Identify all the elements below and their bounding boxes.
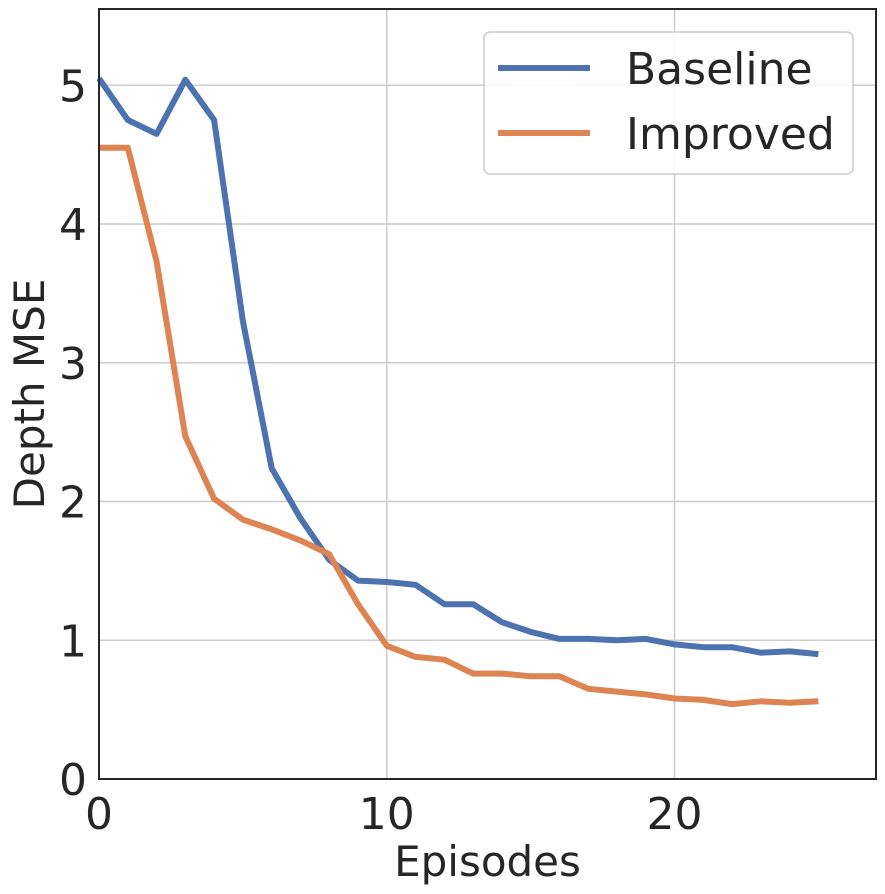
y-tick-label: 5 — [59, 61, 87, 112]
legend: Baseline Improved — [483, 31, 854, 175]
x-tick-label: 0 — [85, 789, 113, 840]
series-lines — [96, 76, 819, 708]
x-tick-label: 10 — [359, 789, 415, 840]
x-tick-label: 20 — [647, 789, 703, 840]
y-tick-label: 1 — [59, 616, 87, 667]
plot-frame — [98, 8, 877, 780]
legend-label: Baseline — [626, 44, 813, 95]
series-line-baseline — [96, 76, 819, 658]
y-tick-label: 3 — [59, 339, 87, 390]
legend-label: Improved — [626, 109, 835, 160]
y-tick-label: 4 — [59, 200, 87, 251]
y-tick-label: 0 — [59, 755, 87, 806]
series-line-improved — [99, 144, 819, 708]
y-tick-label: 2 — [59, 478, 87, 529]
x-axis-label: Episodes — [394, 837, 581, 886]
y-axis-label: Depth MSE — [5, 279, 54, 510]
tick-labels: 0 10 20 0 1 2 3 4 5 — [59, 61, 703, 840]
